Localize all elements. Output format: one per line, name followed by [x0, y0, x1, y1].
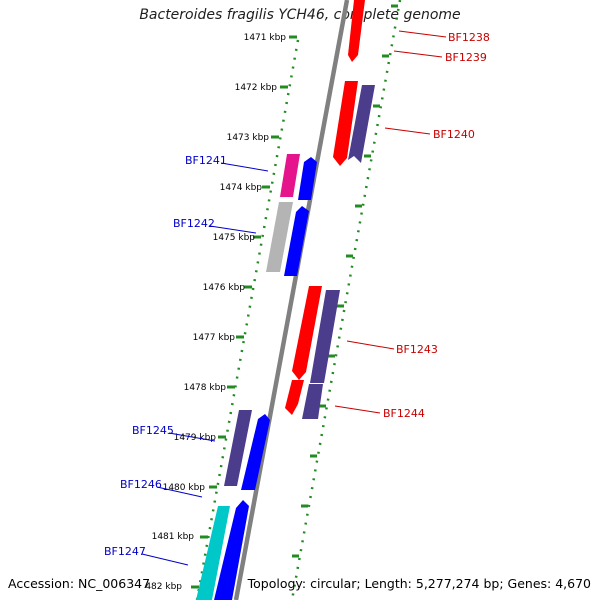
ruler-label: 1476 kbp — [203, 283, 246, 293]
genome-title: Bacteroides fragilis YCH46, complete gen… — [139, 7, 461, 23]
gene-label-bf1241[interactable]: BF1241 — [185, 154, 227, 167]
ruler-label: 1472 kbp — [235, 83, 278, 93]
gene-bf1243-red[interactable] — [292, 286, 322, 380]
gene-bf1244-red[interactable] — [285, 380, 304, 415]
gene-bf1241-blue[interactable] — [298, 157, 317, 200]
gene-bf1242-blue[interactable] — [284, 206, 309, 276]
ruler-label: 1475 kbp — [213, 233, 256, 243]
reverse-gene-leaders — [334, 30, 447, 414]
ruler-label: 1481 kbp — [152, 532, 195, 542]
left-ruler-line — [195, 39, 300, 600]
gene-bf1242-gray[interactable] — [266, 202, 293, 272]
reverse-gene-labels: BF1238 BF1239 BF1240 BF1243 BF1244 — [383, 31, 490, 420]
gene-bf1245-blue[interactable] — [241, 414, 270, 490]
ruler-labels: 1471 kbp 1472 kbp 1473 kbp 1474 kbp 1475… — [145, 33, 286, 592]
right-ruler-ticks — [292, 4, 398, 558]
gene-bf1245-navy[interactable] — [224, 410, 252, 486]
accession-text: Accession: NC_006347 — [8, 576, 151, 591]
gene-bf1243-navy[interactable] — [310, 290, 340, 383]
gene-label-bf1238[interactable]: BF1238 — [448, 31, 490, 44]
ruler-label: 1474 kbp — [220, 183, 263, 193]
gene-label-bf1244[interactable]: BF1244 — [383, 407, 425, 420]
gene-bf1240-navy[interactable] — [348, 85, 375, 163]
ruler-label: 1478 kbp — [184, 383, 227, 393]
genome-summary-text: Topology: circular; Length: 5,277,274 bp… — [247, 576, 591, 591]
gene-bf1240-red[interactable] — [333, 81, 358, 166]
gene-bf1247-cyan[interactable] — [196, 506, 230, 600]
gene-bf1238[interactable] — [348, 0, 365, 62]
gene-label-bf1245[interactable]: BF1245 — [132, 424, 174, 437]
forward-gene-leaders — [141, 162, 269, 566]
gene-label-bf1243[interactable]: BF1243 — [396, 343, 438, 356]
gene-bf1241-magenta[interactable] — [280, 154, 300, 197]
gene-label-bf1242[interactable]: BF1242 — [173, 217, 215, 230]
gene-label-bf1246[interactable]: BF1246 — [120, 478, 162, 491]
ruler-label: 1473 kbp — [227, 133, 270, 143]
gene-bf1244-navy[interactable] — [302, 384, 323, 419]
ruler-label: 1477 kbp — [193, 333, 236, 343]
genome-backbone — [233, 0, 350, 600]
ruler-label: 1471 kbp — [244, 33, 287, 43]
gene-label-bf1247[interactable]: BF1247 — [104, 545, 146, 558]
gene-label-bf1240[interactable]: BF1240 — [433, 128, 475, 141]
left-ruler-ticks — [191, 35, 297, 589]
gene-bf1246-blue[interactable] — [214, 500, 249, 600]
ruler-label: 1480 kbp — [163, 483, 206, 493]
gene-label-bf1239[interactable]: BF1239 — [445, 51, 487, 64]
forward-gene-labels: BF1241 BF1242 BF1245 BF1246 BF1247 — [104, 154, 227, 558]
ruler-label: 482 kbp — [145, 582, 182, 592]
